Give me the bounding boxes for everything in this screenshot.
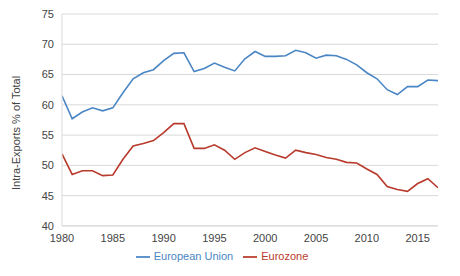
- svg-text:2000: 2000: [253, 232, 277, 244]
- svg-text:50: 50: [42, 159, 54, 171]
- svg-text:1995: 1995: [202, 232, 226, 244]
- svg-text:2015: 2015: [405, 232, 429, 244]
- html-text:European Union: European Union: [153, 249, 234, 262]
- svg-text:55: 55: [42, 129, 54, 141]
- svg-text:Intra-Exports % of Total: Intra-Exports % of Total: [10, 76, 22, 190]
- svg-text:40: 40: [42, 220, 54, 232]
- svg-text:2010: 2010: [355, 232, 379, 244]
- svg-text:75: 75: [42, 8, 54, 20]
- html-text:Eurozone: Eurozone: [261, 249, 309, 262]
- svg-text:1985: 1985: [101, 232, 125, 244]
- svg-text:70: 70: [42, 38, 54, 50]
- svg-text:2005: 2005: [304, 232, 328, 244]
- svg-text:45: 45: [42, 190, 54, 202]
- svg-text:65: 65: [42, 68, 54, 80]
- svg-text:1990: 1990: [151, 232, 175, 244]
- svg-text:1980: 1980: [50, 232, 74, 244]
- svg-text:60: 60: [42, 99, 54, 111]
